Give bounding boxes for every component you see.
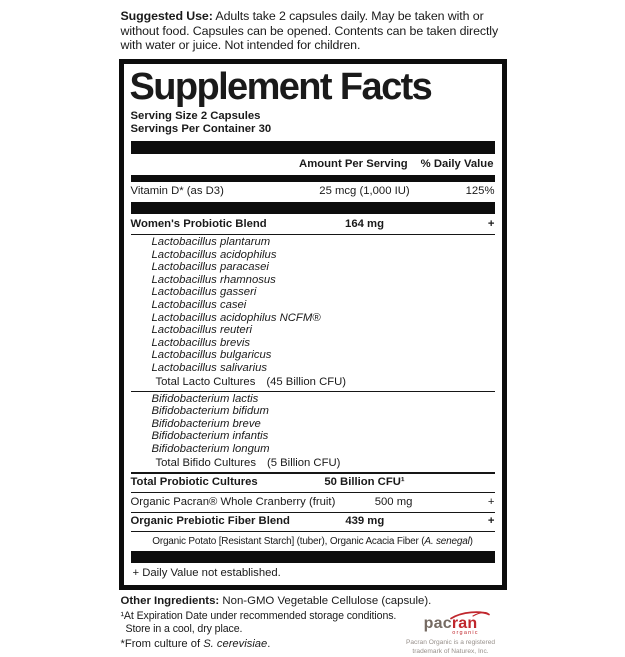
pacran-trademark: Pacran Organic is a registered trademark… [405,638,496,655]
ingredient-amount: 439 mg [345,515,385,528]
other-ingredients: Other Ingredients: Non-GMO Vegetable Cel… [120,594,432,607]
divider-line [130,471,495,474]
total-probiotic-row: Total Probiotic Cultures 50 Billion CFU¹ [131,475,495,492]
species-item: Lactobacillus paracasei [151,261,269,274]
servings-per-container: Servings Per Container 30 [130,123,272,136]
species-item: Lactobacillus acidophilus NCFM® [151,311,321,324]
species-item: Lactobacillus gasseri [151,286,257,299]
ingredient-amount: 164 mg [345,217,384,230]
ingredient-amount: 500 mg [374,495,413,508]
cranberry-row: Organic Pacran® Whole Cranberry (fruit) … [131,494,495,511]
species-item: Lactobacillus bulgaricus [151,349,272,362]
species-item: Lactobacillus reuteri [151,324,252,337]
separator-bar [130,551,495,564]
species-item: Bifidobacterium breve [151,417,261,430]
daily-value-footnote: + Daily Value not established. [132,567,281,580]
lacto-total-cfu: (45 Billion CFU) [266,375,347,388]
ingredient-daily-value: 125% [465,185,495,198]
ingredient-amount: 25 mcg (1,000 IU) [319,185,410,198]
species-item: Lactobacillus brevis [151,336,251,349]
divider-line [130,511,495,513]
ingredient-name: Vitamin D* (as D3) [130,185,224,198]
pacran-logo: pacran organic Pacran Organic is a regis… [399,607,503,657]
daily-value-header: % Daily Value [420,157,494,170]
panel-title: Supplement Facts [129,65,433,108]
separator-bar [130,140,495,154]
bifido-total-cfu: (5 Billion CFU) [266,456,341,469]
ingredient-daily-value: + [487,515,495,528]
ingredient-amount: 50 Billion CFU¹ [324,476,405,489]
fiber-ingredients-row: Organic Potato [Resistant Starch] (tuber… [152,536,473,548]
probiotic-blend-row: Women's Probiotic Blend 164 mg + [131,216,495,233]
suggested-use-label: Suggested Use: [120,9,213,23]
label-page: Suggested Use: Adults take 2 capsules da… [118,0,507,655]
pacran-swoosh-icon [437,607,503,620]
serving-size: Serving Size 2 Capsules [130,109,261,122]
separator-bar [130,174,495,182]
ingredient-daily-value: + [487,217,495,230]
species-item: Lactobacillus plantarum [151,236,271,249]
separator-bar [130,202,495,215]
column-headers: Amount Per Serving % Daily Value [131,156,495,173]
other-ingredients-label: Other Ingredients: [120,594,220,607]
lacto-total-row: Total Lacto Cultures (45 Billion CFU) [155,375,347,388]
divider-line [130,234,495,236]
ingredient-daily-value: + [487,495,495,508]
label-footer: Other Ingredients: Non-GMO Vegetable Cel… [120,594,505,655]
bifido-total-row: Total Bifido Cultures (5 Billion CFU) [155,456,341,469]
expiration-note: ¹At Expiration Date under recommended st… [120,610,397,623]
species-name: S. cerevisiae [203,638,268,651]
species-item: Bifidobacterium longum [151,442,270,455]
species-item: Lactobacillus rhamnosus [151,273,276,286]
species-name: A. senegal [424,536,470,548]
supplement-facts-panel: Supplement Facts Serving Size 2 Capsules… [118,58,507,590]
divider-line [130,531,495,533]
species-item: Lactobacillus casei [151,299,247,312]
ingredient-name: Organic Pacran® Whole Cranberry (fruit) [130,495,336,508]
species-item: Bifidobacterium infantis [151,430,269,443]
ingredient-name: Organic Prebiotic Fiber Blend [130,515,290,528]
vitamin-d-row: Vitamin D* (as D3) 25 mcg (1,000 IU) 125… [131,184,495,201]
species-item: Bifidobacterium lactis [151,392,259,405]
species-item: Lactobacillus acidophilus [151,248,277,261]
divider-line [130,492,495,494]
amount-per-serving-header: Amount Per Serving [299,157,408,170]
species-item: Lactobacillus salivarius [151,362,268,374]
fiber-blend-row: Organic Prebiotic Fiber Blend 439 mg + [131,514,495,531]
species-item: Bifidobacterium bifidum [151,405,269,418]
ingredient-name: Women's Probiotic Blend [130,217,267,230]
divider-line [130,390,495,392]
ingredient-name: Total Probiotic Cultures [130,476,258,489]
suggested-use-text: Suggested Use: Adults take 2 capsules da… [120,9,499,53]
